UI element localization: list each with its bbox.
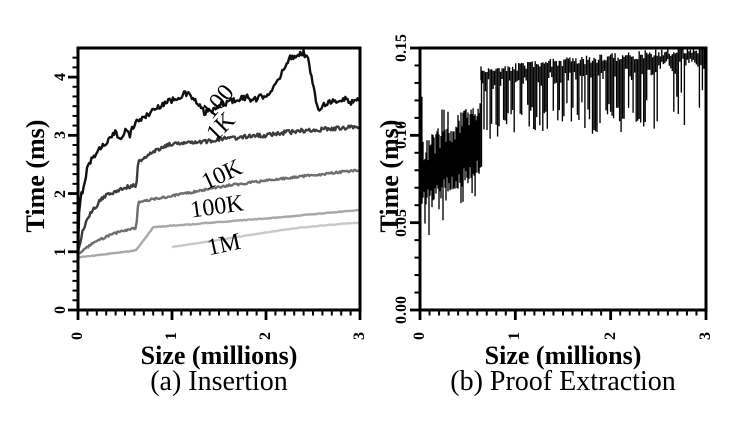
x-axis-title-proof-extraction: Size (millions) [484, 341, 642, 370]
x-tick-label-proof-extraction: 1 [506, 332, 524, 340]
y-tick-label-insertion: 3 [52, 131, 69, 140]
plot-frame-insertion [76, 46, 362, 312]
curve-10K [77, 168, 361, 256]
caption-proof-extraction: (b) Proof Extraction [450, 366, 676, 397]
caption-insertion: (a) Insertion [150, 366, 288, 397]
y-tick-label-insertion: 2 [52, 189, 69, 198]
x-tick-label-proof-extraction: 3 [697, 332, 714, 340]
x-tick-label-insertion: 0 [69, 332, 86, 340]
y-tick-label-proof-extraction: 0.15 [393, 34, 410, 62]
y-tick-label-insertion: 4 [52, 73, 69, 82]
signal-proof-extraction-time [419, 48, 707, 235]
curve-100K [77, 208, 361, 259]
plot-frame-proof-extraction [418, 46, 708, 312]
x-tick-label-insertion: 2 [257, 332, 274, 340]
y-axis-title-insertion: Time (ms) [21, 119, 50, 233]
x-tick-label-proof-extraction: 2 [601, 332, 619, 340]
y-tick-label-proof-extraction: 0.10 [393, 121, 410, 150]
x-axis-title-insertion: Size (millions) [140, 341, 298, 370]
curve-1M [171, 221, 360, 249]
y-tick-label-insertion: 0 [52, 306, 69, 314]
y-tick-label-proof-extraction: 0.00 [393, 296, 410, 324]
x-tick-label-proof-extraction: 0 [411, 332, 428, 340]
curve-1K [77, 124, 361, 254]
curve-label-1M: 1M [204, 228, 243, 261]
curve-100 [77, 49, 361, 256]
plot-area-proof-extraction [410, 46, 708, 320]
y-tick-label-proof-extraction: 0.05 [393, 208, 410, 237]
y-tick-label-insertion: 1 [52, 247, 69, 256]
x-tick-label-insertion: 3 [351, 332, 368, 340]
x-tick-label-insertion: 1 [163, 332, 180, 340]
plot-area-insertion [68, 46, 362, 320]
